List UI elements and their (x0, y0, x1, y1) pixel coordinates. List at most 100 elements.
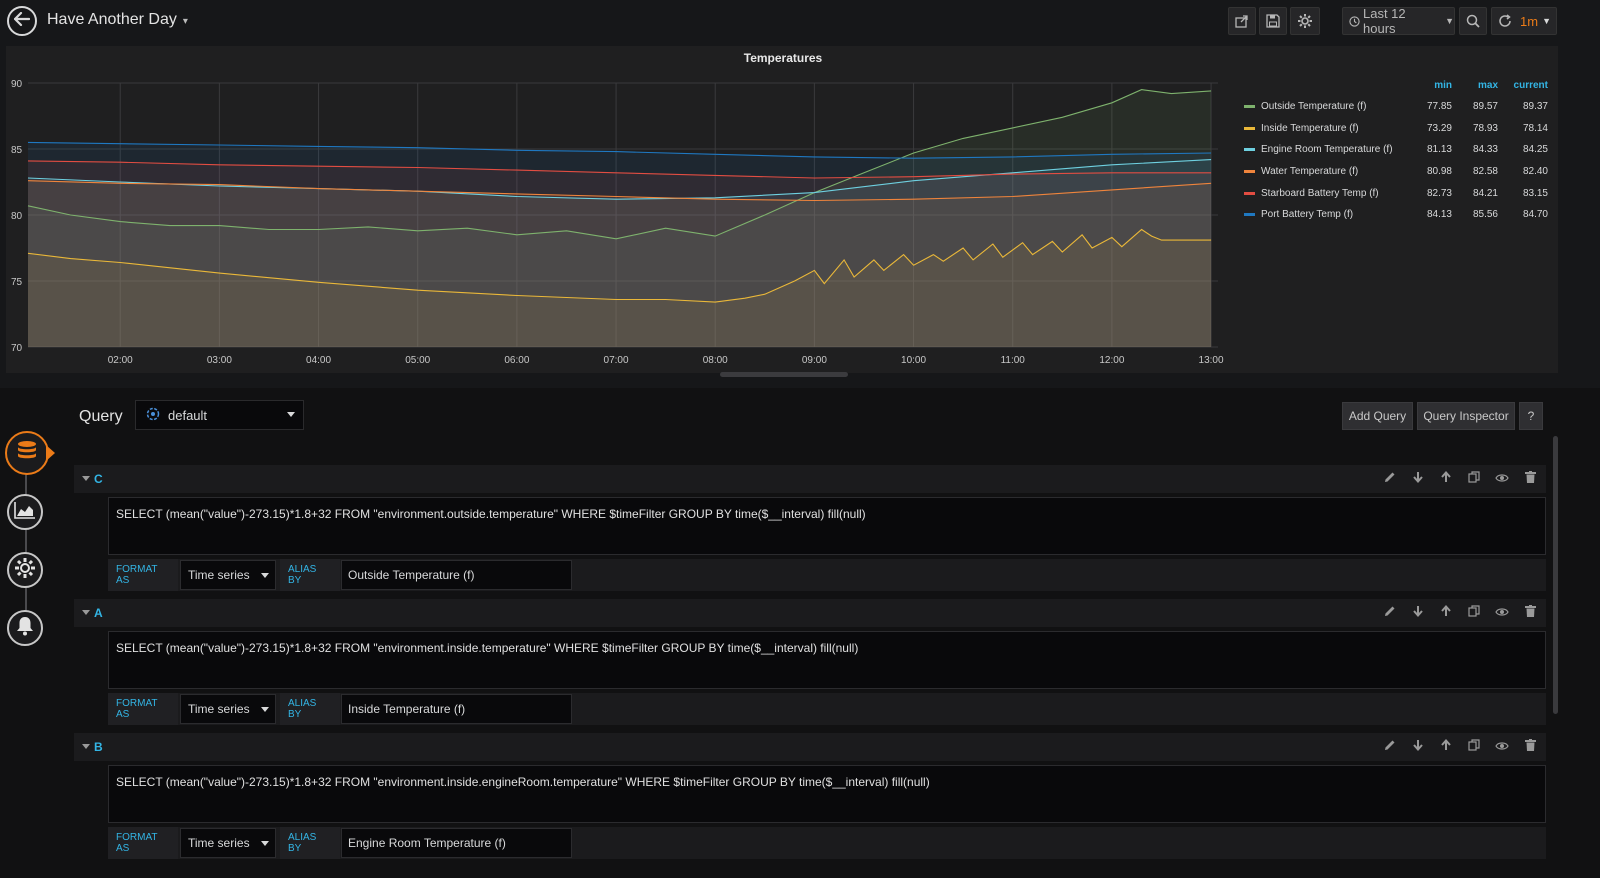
query-ref-id: B (94, 740, 103, 754)
trash-icon (1524, 738, 1536, 756)
help-button[interactable]: ? (1519, 402, 1543, 430)
datasource-icon (146, 407, 160, 424)
datasource-value: default (168, 407, 208, 423)
legend-swatch (1244, 191, 1255, 195)
remove-query-button[interactable] (1522, 471, 1538, 487)
temperature-chart[interactable]: 70 75 80 85 90 02:00 03:00 04:00 05:00 06:00 07:00… (0, 0, 1600, 380)
back-button[interactable] (7, 6, 37, 36)
remove-query-button[interactable] (1522, 739, 1538, 755)
general-tab-button[interactable] (7, 552, 43, 588)
legend-header-min[interactable]: min (1434, 80, 1452, 91)
x-tick-label: 03:00 (207, 355, 232, 366)
pencil-icon (1384, 738, 1396, 756)
dashboard-settings-button[interactable] (1290, 7, 1320, 35)
series-line-5[interactable] (27, 141, 1212, 159)
format-as-select[interactable]: Time series (180, 694, 276, 724)
edit-query-button[interactable] (1382, 471, 1398, 487)
legend-swatch (1244, 213, 1255, 217)
query-text-editor[interactable]: SELECT (mean("value")-273.15)*1.8+32 FRO… (108, 497, 1546, 555)
caret-down-icon: ▼ (1542, 16, 1551, 26)
query-collapse-toggle[interactable]: A (82, 606, 103, 620)
query-collapse-toggle[interactable]: C (82, 472, 103, 486)
pencil-icon (1384, 470, 1396, 488)
move-query-up-button[interactable] (1438, 604, 1454, 622)
query-text-editor[interactable]: SELECT (mean("value")-273.15)*1.8+32 FRO… (108, 631, 1546, 689)
refresh-picker[interactable]: 1m ▼ (1491, 7, 1557, 35)
query-header: A (74, 599, 1546, 627)
alias-by-label: ALIAS BY (280, 693, 340, 725)
y-tick-label: 75 (11, 277, 23, 288)
series-line-0[interactable] (27, 89, 1212, 240)
caret-down-icon (261, 573, 269, 578)
legend-item-current: 84.70 (1522, 209, 1548, 221)
legend-item[interactable]: Outside Temperature (f) 77.85 89.57 89.37 (1238, 96, 1550, 118)
alias-by-input[interactable] (341, 694, 572, 724)
save-dashboard-button[interactable] (1259, 7, 1287, 35)
legend-item-name: Starboard Battery Temp (f) (1261, 187, 1379, 199)
toggle-query-button[interactable] (1494, 471, 1510, 487)
move-query-down-button[interactable] (1410, 605, 1426, 621)
query-inspector-button[interactable]: Query Inspector (1417, 402, 1515, 430)
chart-area-icon (14, 501, 36, 524)
share-dashboard-button[interactable] (1228, 7, 1256, 35)
duplicate-query-button[interactable] (1466, 605, 1482, 621)
toggle-query-button[interactable] (1494, 605, 1510, 621)
x-tick-label: 08:00 (703, 355, 728, 366)
eye-icon (1495, 604, 1509, 622)
panel-title[interactable]: Temperatures (743, 51, 823, 65)
series-line-2[interactable] (27, 159, 1212, 200)
panel-resize-handle[interactable] (720, 372, 848, 377)
legend-item-min: 77.85 (1426, 101, 1452, 113)
query-collapse-toggle[interactable]: B (82, 740, 103, 754)
toggle-query-button[interactable] (1494, 739, 1510, 755)
series-area-3 (28, 180, 1212, 347)
legend-header-current[interactable]: current (1513, 80, 1548, 91)
arrow-up-icon (1440, 604, 1452, 622)
datasource-select[interactable]: default (135, 400, 304, 430)
remove-query-button[interactable] (1522, 605, 1538, 621)
visualization-tab-button[interactable] (7, 494, 43, 530)
duplicate-query-button[interactable] (1466, 471, 1482, 487)
legend-item[interactable]: Port Battery Temp (f) 84.13 85.56 84.70 (1238, 204, 1550, 226)
legend-item-max: 84.33 (1472, 144, 1498, 156)
series-area-2 (28, 159, 1212, 347)
legend-item-min: 84.13 (1426, 209, 1452, 221)
legend-item-max: 85.56 (1472, 209, 1498, 221)
legend-item-name: Outside Temperature (f) (1261, 101, 1367, 113)
time-range-label: Last 12 hours (1363, 6, 1406, 36)
series-line-3[interactable] (27, 180, 1212, 202)
query-header: B (74, 733, 1546, 761)
editor-scrollbar[interactable] (1553, 436, 1558, 714)
legend-item[interactable]: Inside Temperature (f) 73.29 78.93 78.14 (1238, 118, 1550, 140)
alias-by-input[interactable] (341, 828, 572, 858)
alias-by-input[interactable] (341, 560, 572, 590)
move-query-up-button[interactable] (1438, 738, 1454, 755)
x-tick-label: 04:00 (306, 355, 331, 366)
format-as-select[interactable]: Time series (180, 560, 276, 590)
query-ref-id: A (94, 606, 103, 620)
legend-item[interactable]: Engine Room Temperature (f) 81.13 84.33 84.… (1238, 139, 1550, 161)
series-line-1[interactable] (27, 228, 1212, 303)
legend-item-max: 78.93 (1472, 122, 1498, 134)
format-as-select[interactable]: Time series (180, 828, 276, 858)
queries-tab-button[interactable] (5, 431, 49, 475)
move-query-down-button[interactable] (1410, 471, 1426, 487)
edit-query-button[interactable] (1382, 739, 1398, 755)
duplicate-query-button[interactable] (1466, 739, 1482, 755)
series-line-4[interactable] (27, 160, 1212, 179)
trash-icon (1524, 470, 1536, 488)
x-tick-label: 05:00 (405, 355, 430, 366)
edit-query-button[interactable] (1382, 605, 1398, 621)
legend-header-max[interactable]: max (1477, 80, 1498, 91)
query-text-editor[interactable]: SELECT (mean("value")-273.15)*1.8+32 FRO… (108, 765, 1546, 823)
time-range-picker[interactable]: Last 12 hours ▼ (1342, 6, 1455, 36)
legend-item[interactable]: Starboard Battery Temp (f) 82.73 84.21 83.1… (1238, 182, 1550, 204)
dashboard-title[interactable]: Have Another Day ▾ (47, 11, 188, 29)
alert-tab-button[interactable] (7, 610, 43, 646)
legend-item[interactable]: Water Temperature (f) 80.98 82.58 82.40 (1238, 161, 1550, 183)
move-query-down-button[interactable] (1410, 739, 1426, 755)
move-query-up-button[interactable] (1438, 470, 1454, 487)
legend-swatch (1244, 126, 1255, 130)
add-query-button[interactable]: Add Query (1342, 402, 1413, 430)
zoom-out-button[interactable] (1459, 7, 1487, 35)
